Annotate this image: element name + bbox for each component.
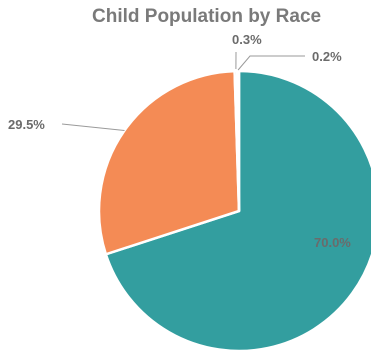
pie-slice-1 xyxy=(97,69,241,256)
leader-line-1 xyxy=(61,123,125,131)
leader-line-3 xyxy=(237,55,305,71)
slice-label-1: 29.5% xyxy=(8,117,45,132)
pie-labels: 70.0% 29.5% 0.3% 0.2% xyxy=(8,32,351,250)
slice-label-3: 0.2% xyxy=(312,49,342,64)
chart-title: Child Population by Race xyxy=(92,6,322,27)
pie-slices xyxy=(97,69,371,353)
pie-slice-3 xyxy=(235,69,241,213)
pie-slice-0 xyxy=(104,69,371,353)
slice-label-0: 70.0% xyxy=(314,235,351,250)
slice-label-2: 0.3% xyxy=(232,32,262,47)
